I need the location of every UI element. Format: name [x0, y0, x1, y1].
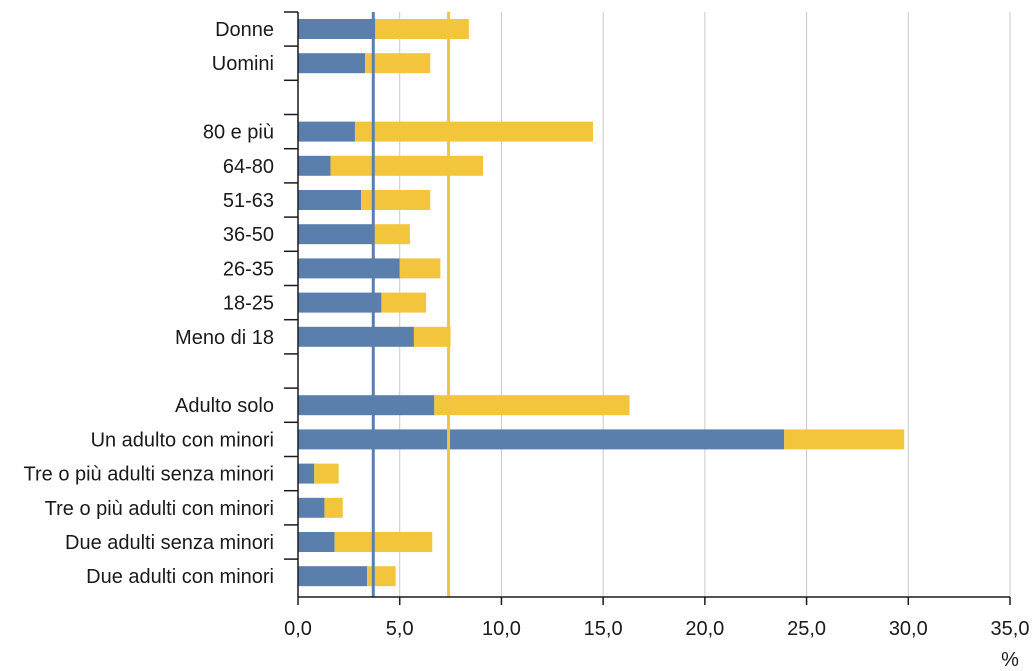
- category-label: Un adulto con minori: [91, 429, 274, 451]
- bar-segment-yellow: [361, 190, 431, 210]
- category-label: Uomini: [212, 53, 274, 75]
- category-label: Tre o più adulti con minori: [45, 498, 274, 520]
- bar-segment-yellow: [413, 326, 451, 347]
- bar-segment-blue: [298, 532, 335, 552]
- bar-segment-blue: [298, 497, 325, 518]
- bar-segment-yellow: [373, 224, 410, 245]
- category-labels: Donne Uomini 80 e più 64-80 51-63 36-50 26-35 1…: [24, 19, 275, 588]
- bar-segment-yellow: [365, 53, 431, 74]
- bars: [298, 19, 905, 587]
- x-tick-label: 10,0: [482, 618, 521, 640]
- category-label: 36-50: [223, 224, 274, 246]
- bar-segment-yellow: [314, 463, 339, 484]
- bar-segment-blue: [298, 292, 382, 313]
- bar-segment-blue: [298, 53, 366, 74]
- grid-lines: [399, 12, 1011, 597]
- category-label: Donne: [215, 19, 274, 41]
- bar-segment-blue: [298, 190, 362, 210]
- bar-segment-blue: [298, 224, 374, 245]
- bar-segment-yellow: [375, 19, 469, 39]
- bar-segment-yellow: [334, 532, 433, 552]
- bar-segment-blue: [298, 19, 376, 39]
- bar-segment-blue: [298, 395, 435, 416]
- x-tick-label: 5,0: [386, 618, 414, 640]
- x-tick-labels: 0,0 5,0 10,0 15,0 20,0 25,0 30,0 35,0: [284, 618, 1029, 640]
- bar-segment-blue: [298, 566, 368, 587]
- category-label: 80 e più: [203, 122, 274, 144]
- x-tick-label: 15,0: [584, 618, 623, 640]
- category-label: 26-35: [223, 258, 274, 280]
- category-label: 18-25: [223, 293, 274, 315]
- bar-segment-yellow: [399, 258, 441, 279]
- bar-segment-blue: [298, 326, 414, 347]
- x-tick-label: 35,0: [991, 618, 1030, 640]
- bar-segment-yellow: [381, 292, 427, 313]
- bar-segment-blue: [298, 258, 400, 279]
- category-label: Adulto solo: [175, 395, 274, 417]
- bar-segment-blue: [298, 155, 331, 176]
- category-label: 64-80: [223, 156, 274, 178]
- bar-segment-blue: [298, 121, 355, 142]
- x-tick-label: 0,0: [284, 618, 312, 640]
- category-label: 51-63: [223, 190, 274, 212]
- bar-segment-yellow: [330, 155, 484, 176]
- x-tick-label: 25,0: [787, 618, 826, 640]
- category-label: Due adulti senza minori: [65, 532, 274, 554]
- category-label: Meno di 18: [175, 327, 274, 349]
- bar-segment-yellow: [354, 121, 593, 142]
- bar-segment-yellow: [434, 395, 630, 416]
- x-tick-label: 20,0: [685, 618, 724, 640]
- bar-segment-blue: [298, 429, 785, 450]
- category-label: Tre o più adulti senza minori: [24, 464, 275, 486]
- bar-segment-yellow: [324, 497, 343, 518]
- x-tick-label: 30,0: [889, 618, 928, 640]
- category-label: Due adulti con minori: [86, 566, 274, 588]
- x-axis-unit-label: %: [1001, 649, 1019, 671]
- axes: [284, 11, 1011, 605]
- reference-lines: [371, 12, 451, 597]
- bar-segment-yellow: [784, 429, 905, 450]
- bar-segment-blue: [298, 463, 315, 484]
- bar-segment-yellow: [367, 566, 396, 587]
